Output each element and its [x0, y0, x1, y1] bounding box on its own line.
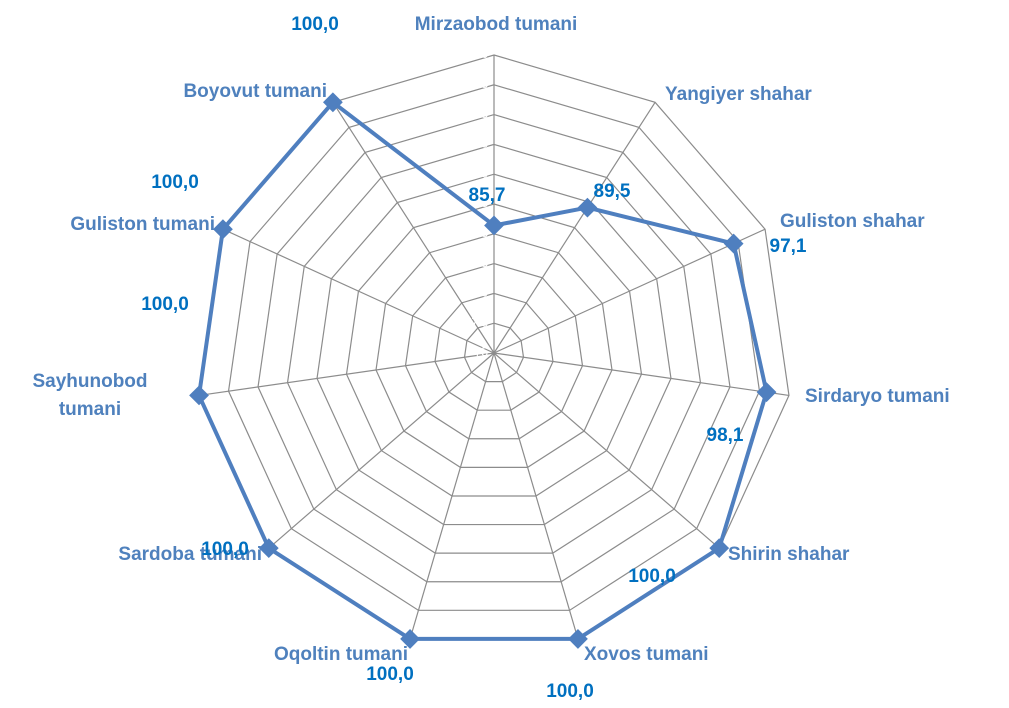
category-label: Guliston tumani — [70, 214, 215, 235]
y-tick-label: 92.5 — [465, 137, 489, 151]
axis-spoke — [268, 352, 495, 549]
data-label: 100,0 — [546, 681, 594, 702]
data-point — [709, 538, 730, 559]
data-label: 98,1 — [707, 425, 744, 446]
data-label: 89,5 — [594, 181, 631, 202]
y-tick-label: 95 — [475, 107, 489, 121]
series-line — [197, 100, 769, 641]
category-label: Sirdaryo tumani — [805, 386, 950, 407]
axis-spoke — [493, 352, 720, 549]
data-point — [400, 629, 420, 649]
category-label: Sayhunobod tumani — [32, 371, 148, 420]
category-label: Xovos tumani — [584, 644, 709, 665]
axis-spoke — [409, 352, 495, 640]
data-label: 100,0 — [141, 294, 189, 315]
data-point — [723, 233, 744, 254]
data-point — [484, 215, 504, 236]
data-label: 100,0 — [201, 539, 249, 560]
axis-spoke — [198, 352, 495, 397]
category-label: Guliston shahar — [780, 211, 925, 232]
axis-spoke — [493, 352, 790, 397]
y-tick-label: 100 — [468, 47, 488, 61]
category-label: Yangiyer shahar — [665, 84, 812, 105]
y-tick-label: 77.5 — [465, 315, 489, 329]
grid-ring — [316, 173, 672, 526]
axis-spoke — [493, 101, 656, 354]
category-label: Shirin shahar — [728, 544, 850, 565]
category-label: Sardoba tumani — [118, 544, 262, 565]
grid-ring — [404, 262, 584, 440]
grid-ring — [345, 203, 643, 497]
data-label: 97,1 — [770, 236, 807, 257]
data-label: 100,0 — [628, 566, 676, 587]
data-label: 100,0 — [291, 14, 339, 35]
data-point — [258, 538, 279, 559]
data-label: 100,0 — [366, 664, 414, 685]
grid-ring — [286, 143, 702, 554]
axis-spoke — [332, 101, 495, 354]
grid-ring — [434, 292, 554, 411]
grid-ring — [463, 322, 525, 383]
grid-ring — [375, 233, 613, 468]
y-tick-label: 85 — [475, 226, 489, 240]
data-label: 100,0 — [151, 172, 199, 193]
category-label: Oqoltin tumani — [274, 644, 408, 665]
y-tick-label: 82.5 — [465, 256, 489, 270]
category-label: Mirzaobod tumani — [415, 14, 578, 35]
axis-spoke — [493, 352, 579, 640]
y-tick-label: 80 — [475, 286, 489, 300]
grid-ring — [227, 84, 761, 611]
category-label: Boyovut tumani — [183, 81, 327, 102]
y-tick-label: 97.5 — [465, 77, 489, 91]
data-point — [189, 385, 209, 406]
axis-spoke — [493, 228, 766, 354]
y-tick-label: 75 — [475, 345, 489, 359]
data-point — [756, 382, 777, 403]
data-label: 85,7 — [469, 185, 506, 206]
y-tick-label: 90 — [475, 166, 489, 180]
grid-ring — [257, 113, 731, 583]
data-point — [568, 629, 588, 649]
axis-spoke — [222, 228, 495, 354]
data-point — [213, 219, 233, 240]
data-point — [322, 92, 343, 113]
